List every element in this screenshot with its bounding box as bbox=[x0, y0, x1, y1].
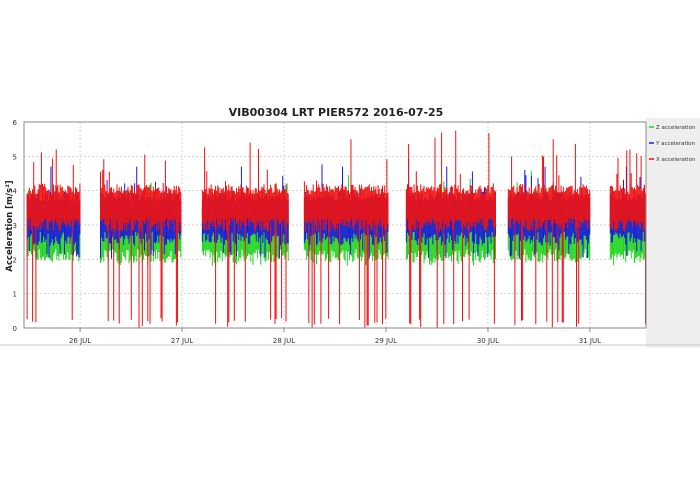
x-tick-label: 26 JUL bbox=[69, 337, 91, 345]
series-x-acceleration bbox=[26, 130, 646, 328]
series-segment bbox=[609, 150, 646, 325]
series-segment bbox=[201, 147, 289, 327]
plot-frame bbox=[23, 121, 647, 329]
x-tick-label: 30 JUL bbox=[477, 337, 499, 345]
x-tick-label: 28 JUL bbox=[273, 337, 295, 345]
x-tick-label: 31 JUL bbox=[579, 337, 601, 345]
chart-title: VIB00304 LRT PIER572 2016-07-25 bbox=[229, 106, 444, 119]
y-tick-label: 3 bbox=[13, 222, 17, 230]
legend-label: X acceleration bbox=[656, 157, 696, 163]
y-tick-label: 1 bbox=[13, 291, 17, 299]
series-segment bbox=[405, 132, 496, 328]
y-tick-label: 4 bbox=[13, 188, 18, 196]
y-tick-label: 2 bbox=[13, 256, 17, 264]
x-tick-label: 27 JUL bbox=[171, 337, 193, 345]
series-segment bbox=[507, 143, 591, 328]
y-tick-label: 0 bbox=[13, 325, 17, 333]
legend-label: Y acceleration bbox=[655, 141, 696, 147]
series-segment bbox=[303, 159, 389, 328]
legend-panel bbox=[646, 118, 700, 348]
y-tick-label: 5 bbox=[13, 153, 17, 161]
series-segment bbox=[26, 152, 81, 323]
legend-label: Z acceleration bbox=[656, 125, 696, 131]
y-tick-label: 6 bbox=[13, 119, 18, 127]
series-segment bbox=[100, 159, 182, 328]
legend: Z acceleration Y acceleration X accelerati… bbox=[649, 125, 696, 163]
y-axis-ticks: 0 1 2 3 4 5 6 bbox=[13, 119, 18, 333]
x-axis-ticks: 26 JUL 27 JUL 28 JUL 29 JUL 30 JUL 31 JUL bbox=[69, 328, 601, 345]
y-axis-label: Acceleration [m/s²] bbox=[5, 180, 15, 271]
x-tick-label: 29 JUL bbox=[375, 337, 397, 345]
series-layer bbox=[26, 130, 646, 328]
